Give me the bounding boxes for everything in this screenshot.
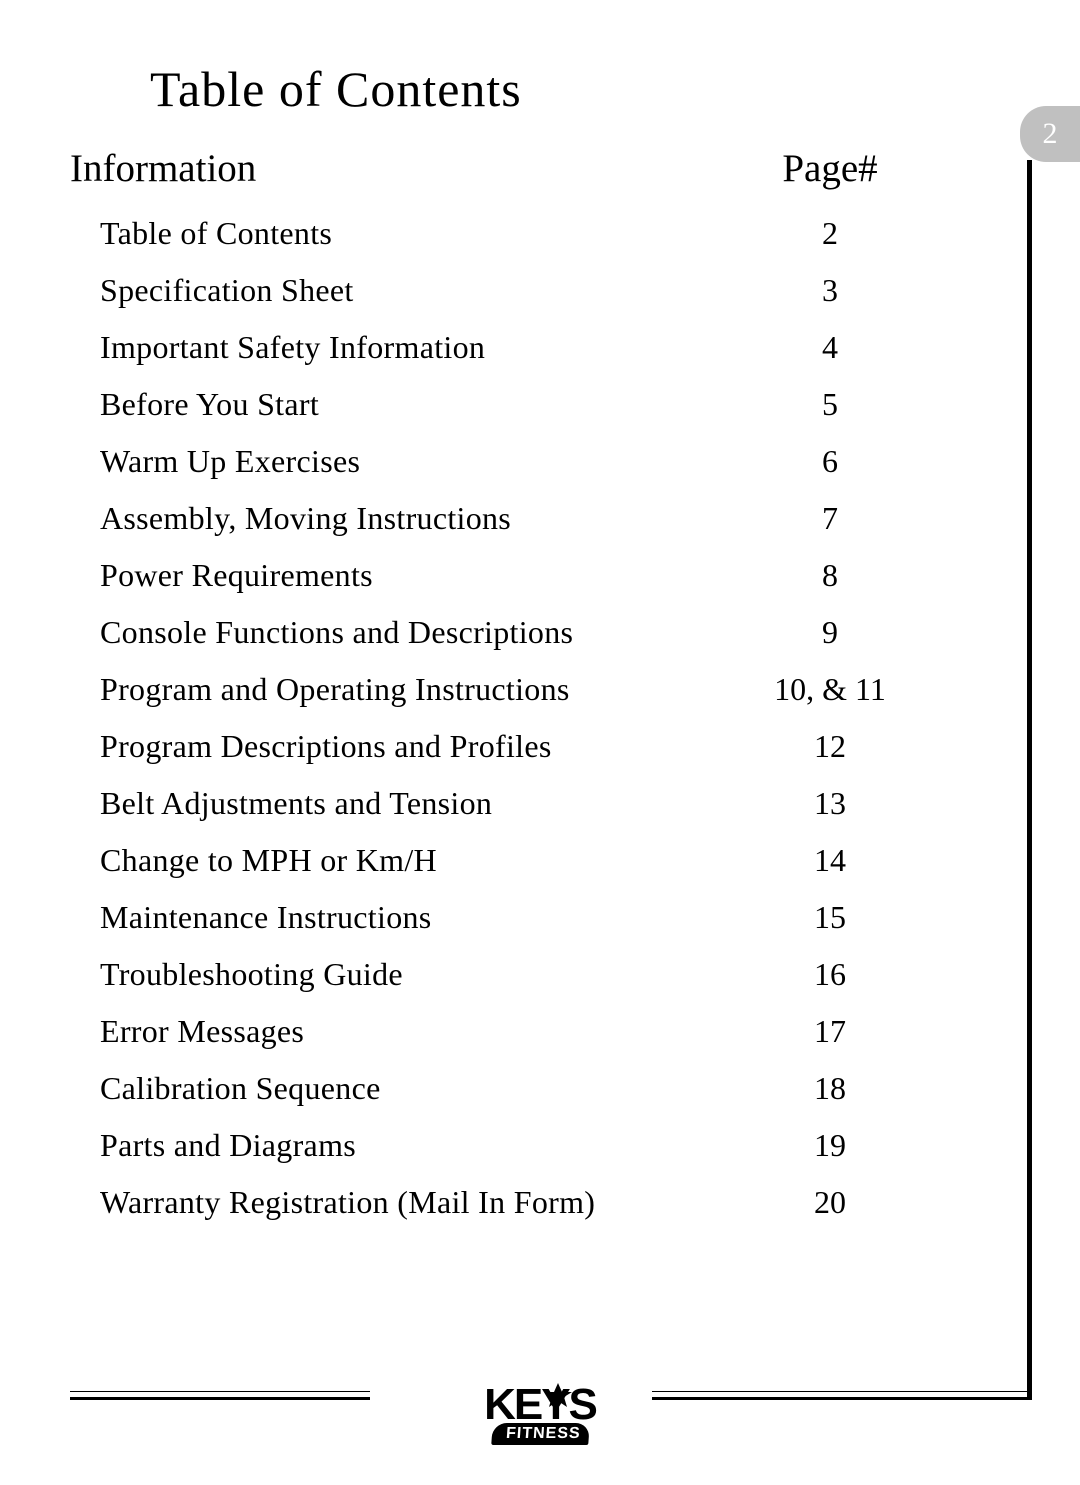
toc-page: 4 xyxy=(750,329,910,366)
brand-name: KEYS xyxy=(460,1385,620,1425)
toc-label: Before You Start xyxy=(100,386,750,423)
toc-page: 9 xyxy=(750,614,910,651)
toc-row: Calibration Sequence18 xyxy=(70,1060,910,1117)
brand-logo: KEYS FITNESS xyxy=(460,1383,620,1445)
toc-row: Table of Contents2 xyxy=(70,205,910,262)
toc-page: 13 xyxy=(750,785,910,822)
toc-label: Program and Operating Instructions xyxy=(100,671,750,708)
toc-label: Calibration Sequence xyxy=(100,1070,750,1107)
toc-row: Change to MPH or Km/H14 xyxy=(70,832,910,889)
toc-label: Table of Contents xyxy=(100,215,750,252)
toc-label: Important Safety Information xyxy=(100,329,750,366)
toc-label: Power Requirements xyxy=(100,557,750,594)
toc-row: Error Messages17 xyxy=(70,1003,910,1060)
toc-page: 2 xyxy=(750,215,910,252)
toc-row: Assembly, Moving Instructions7 xyxy=(70,490,910,547)
toc-label: Assembly, Moving Instructions xyxy=(100,500,750,537)
toc-label: Troubleshooting Guide xyxy=(100,956,750,993)
toc-page: 20 xyxy=(750,1184,910,1221)
toc-label: Belt Adjustments and Tension xyxy=(100,785,750,822)
toc-page: 14 xyxy=(750,842,910,879)
toc-row: Specification Sheet3 xyxy=(70,262,910,319)
footer-rule-thin-right xyxy=(652,1391,1027,1392)
toc-page: 8 xyxy=(750,557,910,594)
toc-label: Error Messages xyxy=(100,1013,750,1050)
toc-label: Program Descriptions and Profiles xyxy=(100,728,750,765)
toc-page: 6 xyxy=(750,443,910,480)
toc-page: 10, & 11 xyxy=(750,671,910,708)
toc-header: Information Page# xyxy=(70,146,910,191)
page: Table of Contents Information Page# Tabl… xyxy=(0,0,1080,1485)
toc-row: Warranty Registration (Mail In Form)20 xyxy=(70,1174,910,1231)
toc-list: Table of Contents2 Specification Sheet3 … xyxy=(70,205,910,1231)
vertical-rule xyxy=(1027,160,1032,1400)
toc-header-left: Information xyxy=(70,146,750,191)
toc-page: 5 xyxy=(750,386,910,423)
toc-row: Maintenance Instructions15 xyxy=(70,889,910,946)
toc-label: Parts and Diagrams xyxy=(100,1127,750,1164)
toc-row: Program and Operating Instructions10, & … xyxy=(70,661,910,718)
toc-row: Parts and Diagrams19 xyxy=(70,1117,910,1174)
toc-label: Warranty Registration (Mail In Form) xyxy=(100,1184,750,1221)
toc-label: Console Functions and Descriptions xyxy=(100,614,750,651)
page-number-tab: 2 xyxy=(1020,106,1080,162)
toc-label: Warm Up Exercises xyxy=(100,443,750,480)
toc-row: Troubleshooting Guide16 xyxy=(70,946,910,1003)
toc-row: Belt Adjustments and Tension13 xyxy=(70,775,910,832)
toc-row: Before You Start5 xyxy=(70,376,910,433)
toc-page: 17 xyxy=(750,1013,910,1050)
toc-row: Program Descriptions and Profiles12 xyxy=(70,718,910,775)
toc-page: 19 xyxy=(750,1127,910,1164)
toc-label: Change to MPH or Km/H xyxy=(100,842,750,879)
toc-row: Console Functions and Descriptions9 xyxy=(70,604,910,661)
toc-label: Maintenance Instructions xyxy=(100,899,750,936)
toc-label: Specification Sheet xyxy=(100,272,750,309)
toc-page: 18 xyxy=(750,1070,910,1107)
toc-page: 3 xyxy=(750,272,910,309)
toc-page: 12 xyxy=(750,728,910,765)
toc-row: Power Requirements8 xyxy=(70,547,910,604)
toc-row: Important Safety Information4 xyxy=(70,319,910,376)
toc-page: 7 xyxy=(750,500,910,537)
toc-row: Warm Up Exercises6 xyxy=(70,433,910,490)
brand-subtitle: FITNESS xyxy=(491,1423,589,1445)
footer-rule-thick-left xyxy=(70,1397,370,1400)
toc-header-right: Page# xyxy=(750,146,910,191)
toc-page: 16 xyxy=(750,956,910,993)
footer-rule-thick-right xyxy=(652,1397,1032,1400)
footer-rule-thin-left xyxy=(70,1391,370,1392)
toc-page: 15 xyxy=(750,899,910,936)
page-title: Table of Contents xyxy=(150,60,1080,118)
